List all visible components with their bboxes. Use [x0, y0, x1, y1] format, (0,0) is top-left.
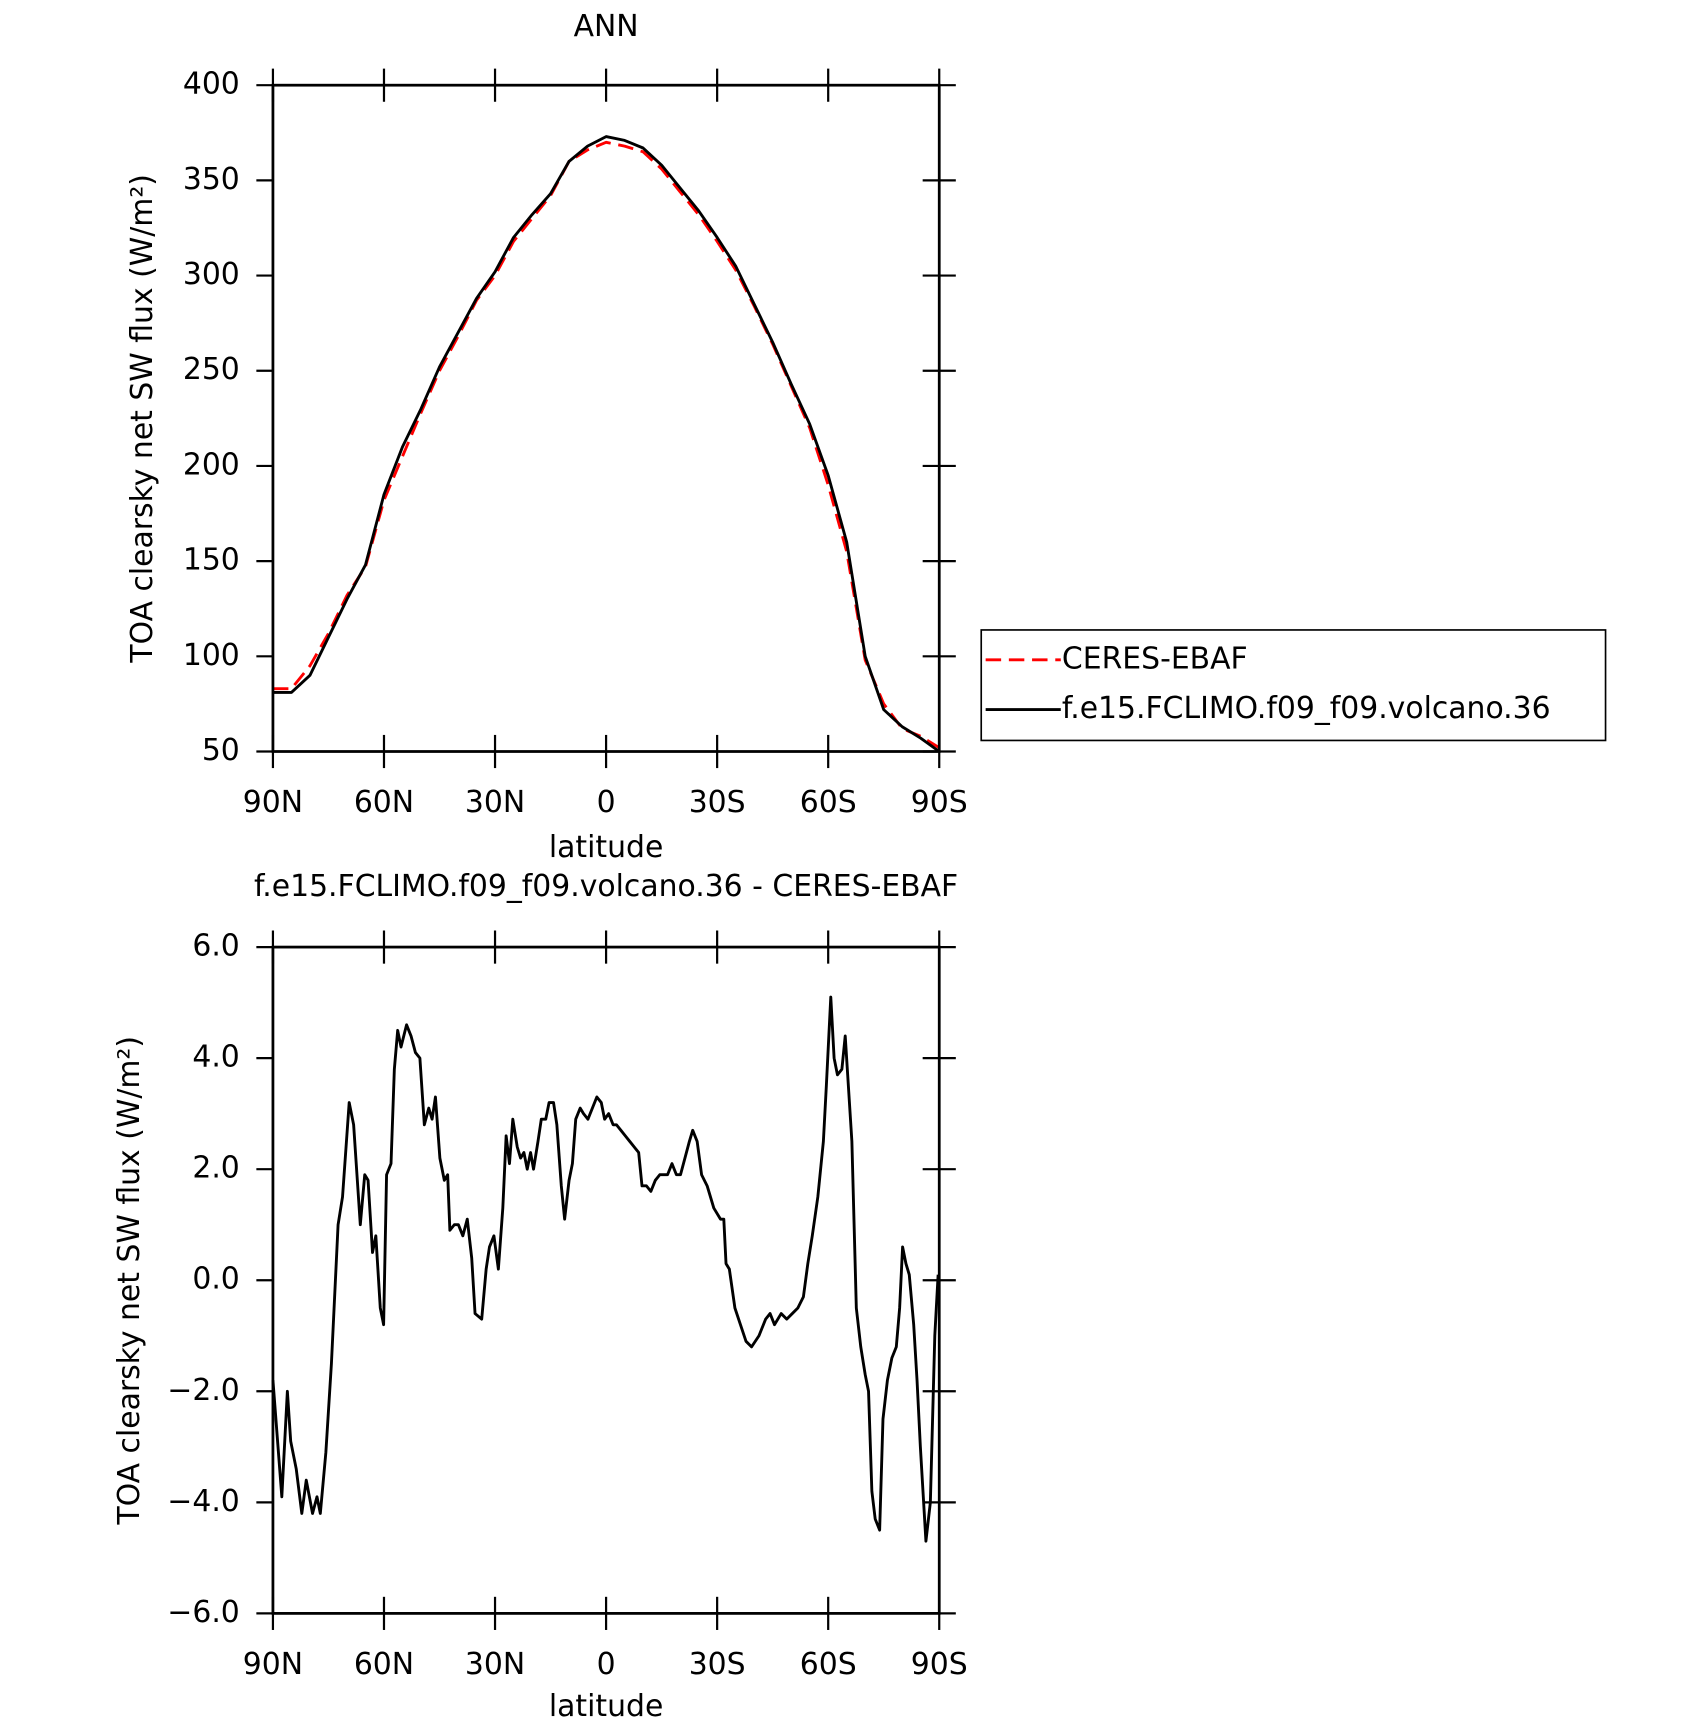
y-tick-label: −6.0	[167, 1595, 239, 1630]
legend-box	[980, 629, 1607, 742]
x-tick-label: 90N	[243, 1647, 303, 1682]
data-line	[271, 995, 940, 1543]
chart-title: f.e15.FCLIMO.f09_f09.volcano.36 - CERES-…	[254, 869, 958, 904]
y-tick-label: 150	[183, 543, 240, 578]
y-tick-label: 250	[183, 352, 240, 387]
data-line	[272, 140, 940, 749]
y-tick-label: −2.0	[167, 1373, 239, 1408]
plot-frame	[271, 945, 941, 1615]
y-tick-label: 350	[183, 162, 240, 197]
x-tick-label: 0	[597, 1647, 616, 1682]
y-tick-label: 4.0	[192, 1040, 239, 1075]
x-tick-label: 30N	[465, 1647, 525, 1682]
x-tick-label: 60S	[800, 785, 857, 820]
x-tick-label: 60S	[800, 1647, 857, 1682]
y-tick-label: 200	[183, 447, 240, 482]
y-tick-label: 2.0	[192, 1151, 239, 1186]
x-tick-label: 60N	[354, 1647, 414, 1682]
chart-title: ANN	[574, 9, 639, 44]
legend-label: CERES-EBAF	[1062, 641, 1248, 676]
x-tick-label: 90S	[911, 1647, 968, 1682]
y-axis-label: TOA clearsky net SW flux (W/m²)	[125, 174, 160, 664]
y-tick-label: 300	[183, 257, 240, 292]
y-tick-label: −4.0	[167, 1484, 239, 1519]
y-tick-label: 400	[183, 67, 240, 102]
x-tick-label: 30S	[689, 785, 746, 820]
x-tick-label: 30S	[689, 1647, 746, 1682]
legend-label: f.e15.FCLIMO.f09_f09.volcano.36	[1062, 691, 1551, 726]
data-line	[272, 135, 941, 753]
x-axis-label: latitude	[549, 1689, 663, 1724]
x-axis-label: latitude	[549, 830, 663, 865]
x-tick-label: 0	[597, 785, 616, 820]
plot-frame	[271, 83, 941, 753]
y-axis-label: TOA clearsky net SW flux (W/m²)	[112, 1036, 147, 1526]
y-tick-label: 100	[183, 638, 240, 673]
x-tick-label: 90N	[243, 785, 303, 820]
x-tick-label: 30N	[465, 785, 525, 820]
y-tick-label: 0.0	[192, 1262, 239, 1297]
x-tick-label: 90S	[911, 785, 968, 820]
x-tick-label: 60N	[354, 785, 414, 820]
y-tick-label: 50	[202, 733, 240, 768]
y-tick-label: 6.0	[192, 929, 239, 964]
